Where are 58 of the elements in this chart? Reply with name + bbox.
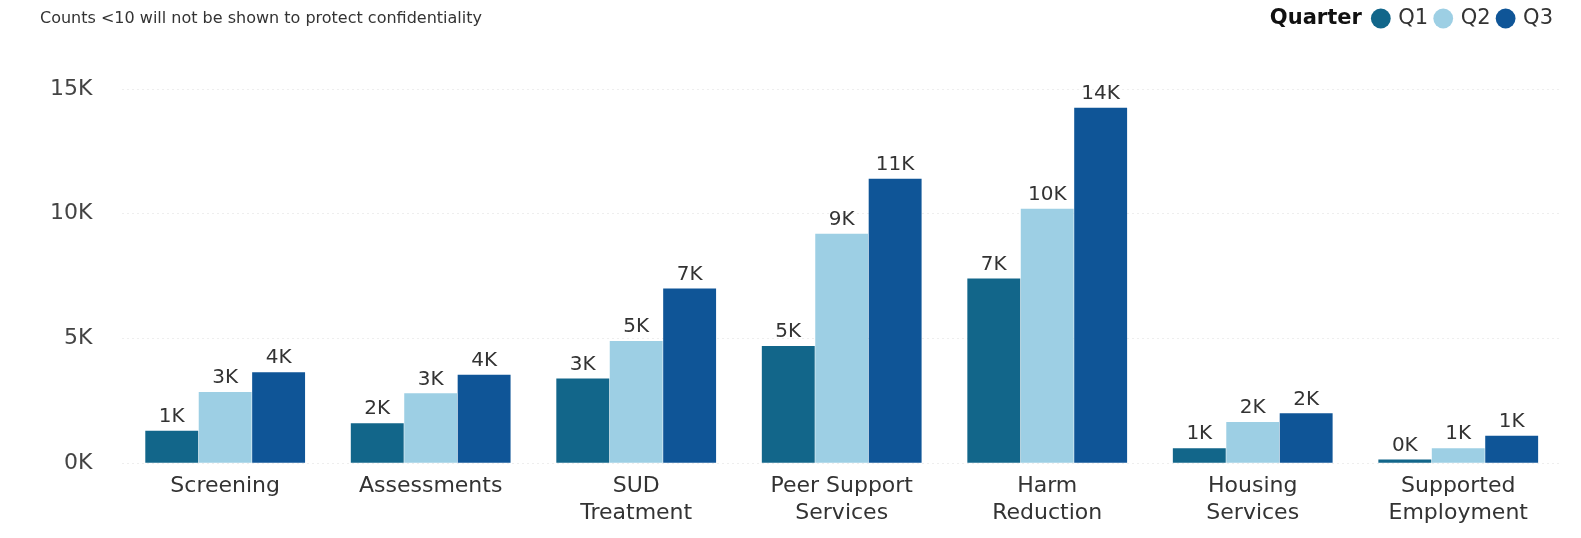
bar <box>1431 448 1485 463</box>
bar <box>350 423 404 463</box>
data-label: 3K <box>417 365 445 390</box>
x-tick-label: Housing Services <box>1206 472 1300 524</box>
data-label: 0K <box>1391 431 1419 456</box>
data-label: 1K <box>1498 407 1526 432</box>
bar <box>1074 107 1128 463</box>
data-label: 2K <box>1293 385 1320 410</box>
bar <box>1378 459 1432 463</box>
text: Counts <10 will not be shown to protect confidentiality <box>40 8 482 27</box>
bar <box>1485 435 1539 463</box>
legend-label: Q1 <box>1398 4 1429 29</box>
y-tick-label: 5K <box>63 324 93 350</box>
x-tick-label: Supported Employment <box>1388 472 1529 524</box>
bar <box>868 178 922 463</box>
data-label: 4K <box>265 344 293 369</box>
data-label: 5K <box>623 313 650 338</box>
data-label: 7K <box>980 250 1008 275</box>
data-label: 1K <box>1445 420 1473 445</box>
bar <box>1279 413 1333 463</box>
data-label: 2K <box>364 395 392 420</box>
bar <box>1172 448 1226 463</box>
data-label: 7K <box>676 260 704 285</box>
data-label: 2K <box>1239 394 1267 419</box>
legend-title: Quarter <box>1269 4 1363 29</box>
bar <box>609 340 663 463</box>
legend-label: Q3 <box>1523 4 1553 29</box>
bar <box>404 393 458 463</box>
bar <box>198 392 252 463</box>
x-tick-label: Peer Support Services <box>770 472 914 524</box>
y-tick-label: 0K <box>63 448 93 474</box>
bar <box>761 345 815 463</box>
y-tick-label: 10K <box>50 199 93 225</box>
data-label: 10K <box>1027 180 1068 205</box>
data-label: 1K <box>158 402 186 427</box>
data-label: 14K <box>1081 79 1121 104</box>
x-tick-label: Assessments <box>358 472 503 498</box>
legend-label: Q2 <box>1460 4 1491 29</box>
bar <box>815 233 869 463</box>
data-label: 5K <box>775 318 803 343</box>
x-tick-label: Screening <box>170 472 280 498</box>
bar <box>457 374 511 463</box>
x-tick-label: Harm Reduction <box>992 472 1103 524</box>
data-label: 9K <box>828 205 856 230</box>
bar <box>145 430 199 463</box>
bar <box>252 372 306 463</box>
x-tick-label: SUD Treatment <box>579 472 693 524</box>
data-label: 11K <box>875 151 916 176</box>
bar <box>1226 422 1280 463</box>
data-label: 4K <box>471 346 498 371</box>
y-tick-label: 15K <box>50 74 93 100</box>
bar <box>967 278 1021 463</box>
data-label: 3K <box>569 350 597 375</box>
data-label: 1K <box>1186 420 1214 445</box>
bar <box>1020 208 1074 463</box>
bar <box>663 288 717 463</box>
data-label: 3K <box>212 364 239 389</box>
bar <box>556 378 610 463</box>
